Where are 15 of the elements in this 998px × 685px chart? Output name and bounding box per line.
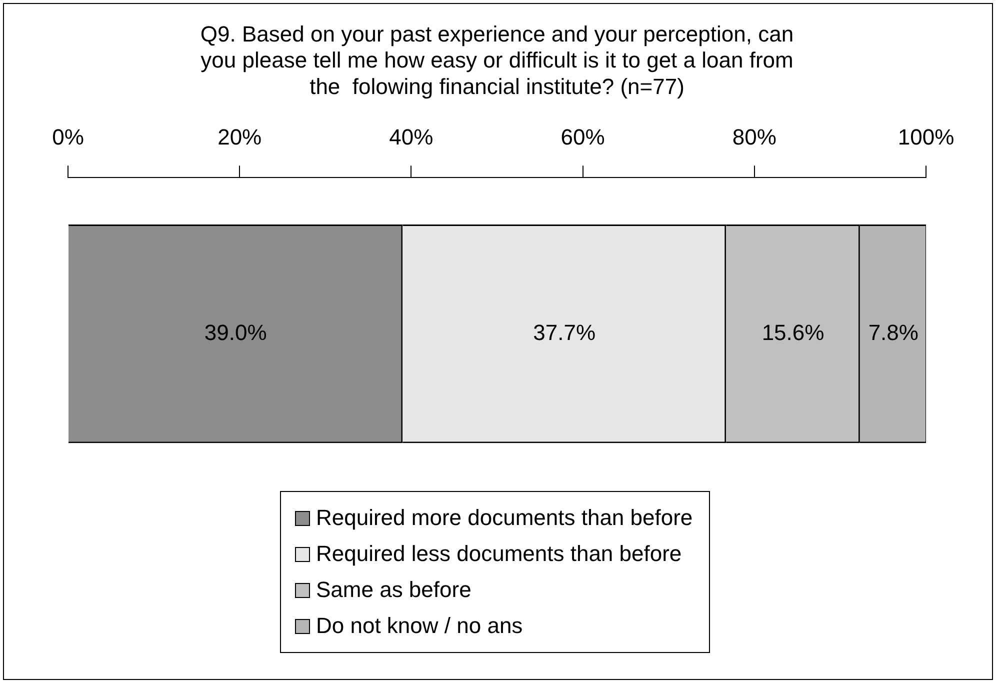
- x-tick-label: 60%: [560, 124, 605, 150]
- x-tick-label: 20%: [218, 124, 262, 150]
- data-label: 39.0%: [204, 320, 267, 345]
- data-label: 7.8%: [868, 320, 918, 345]
- legend-label: Required less documents than before: [316, 540, 682, 568]
- x-tick-label: 40%: [389, 124, 434, 150]
- x-tick-label: 80%: [732, 124, 776, 150]
- x-tick-label: 100%: [898, 124, 954, 150]
- legend-label: Do not know / no ans: [316, 612, 523, 640]
- legend-label: Same as before: [316, 576, 472, 604]
- chart-title: Q9. Based on your past experience and your perception, can you please tell me how easy or difficult is it to get a loan from the folowing financial institute? (n=77): [200, 21, 794, 100]
- x-tick-label: 0%: [52, 124, 84, 150]
- data-label: 37.7%: [533, 320, 596, 345]
- text: Required more documents than before: [316, 504, 693, 532]
- data-label: 15.6%: [762, 320, 824, 345]
